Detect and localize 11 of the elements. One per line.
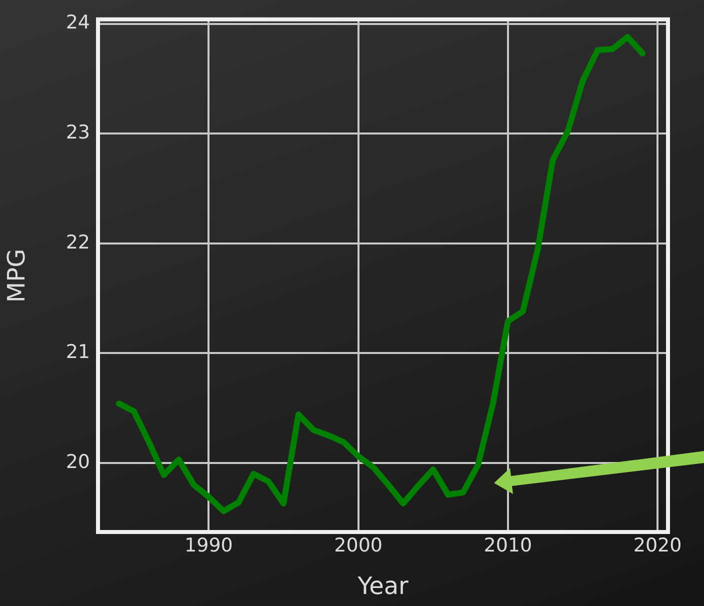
y-tick-label: 20 — [66, 450, 90, 473]
x-tick-label: 2000 — [334, 534, 382, 556]
y-tick-label: 21 — [66, 341, 90, 364]
x-axis-title: Year — [356, 572, 409, 600]
x-tick-label: 1990 — [184, 534, 233, 556]
x-tick-label: 2010 — [484, 534, 532, 556]
y-axis-title: MPG — [2, 248, 31, 303]
x-tick-label: 2020 — [633, 534, 682, 556]
y-tick-label: 23 — [66, 121, 90, 144]
y-tick-label: 24 — [66, 12, 90, 34]
y-tick-label: 22 — [66, 231, 90, 254]
